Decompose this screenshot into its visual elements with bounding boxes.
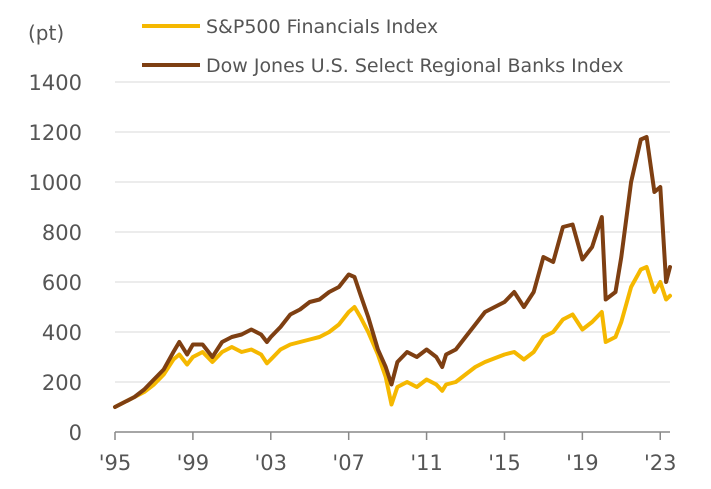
y-tick-label: 1200: [29, 121, 82, 145]
x-tick-label: '99: [177, 451, 210, 475]
x-axis-ticks: '95 '99 '03 '07 '11 '15 '19 '23: [99, 432, 677, 475]
y-tick-label: 1400: [29, 71, 82, 95]
x-tick-label: '11: [410, 451, 443, 475]
series-line-2: [113, 135, 672, 409]
legend-label: Dow Jones U.S. Select Regional Banks Ind…: [206, 55, 623, 77]
y-tick-label: 600: [42, 271, 82, 295]
x-tick-label: '19: [566, 451, 599, 475]
gridlines: [115, 81, 670, 383]
y-tick-label: 0: [69, 421, 82, 445]
y-tick-label: 400: [42, 321, 82, 345]
series-lines: [113, 135, 672, 409]
y-axis-ticks: 0 200 400 600 800 1000 1200 1400: [29, 71, 82, 445]
y-tick-label: 200: [42, 371, 82, 395]
legend: S&P500 Financials Index Dow Jones U.S. Se…: [142, 16, 623, 77]
series-line-1: [113, 265, 672, 409]
legend-label: S&P500 Financials Index: [206, 16, 438, 38]
x-tick-label: '95: [99, 451, 132, 475]
y-tick-label: 800: [42, 221, 82, 245]
y-axis-label: (pt): [28, 21, 64, 45]
x-tick-label: '03: [255, 451, 288, 475]
x-tick-label: '07: [332, 451, 365, 475]
y-tick-label: 1000: [29, 171, 82, 195]
x-tick-label: '23: [644, 451, 677, 475]
x-tick-label: '15: [488, 451, 521, 475]
